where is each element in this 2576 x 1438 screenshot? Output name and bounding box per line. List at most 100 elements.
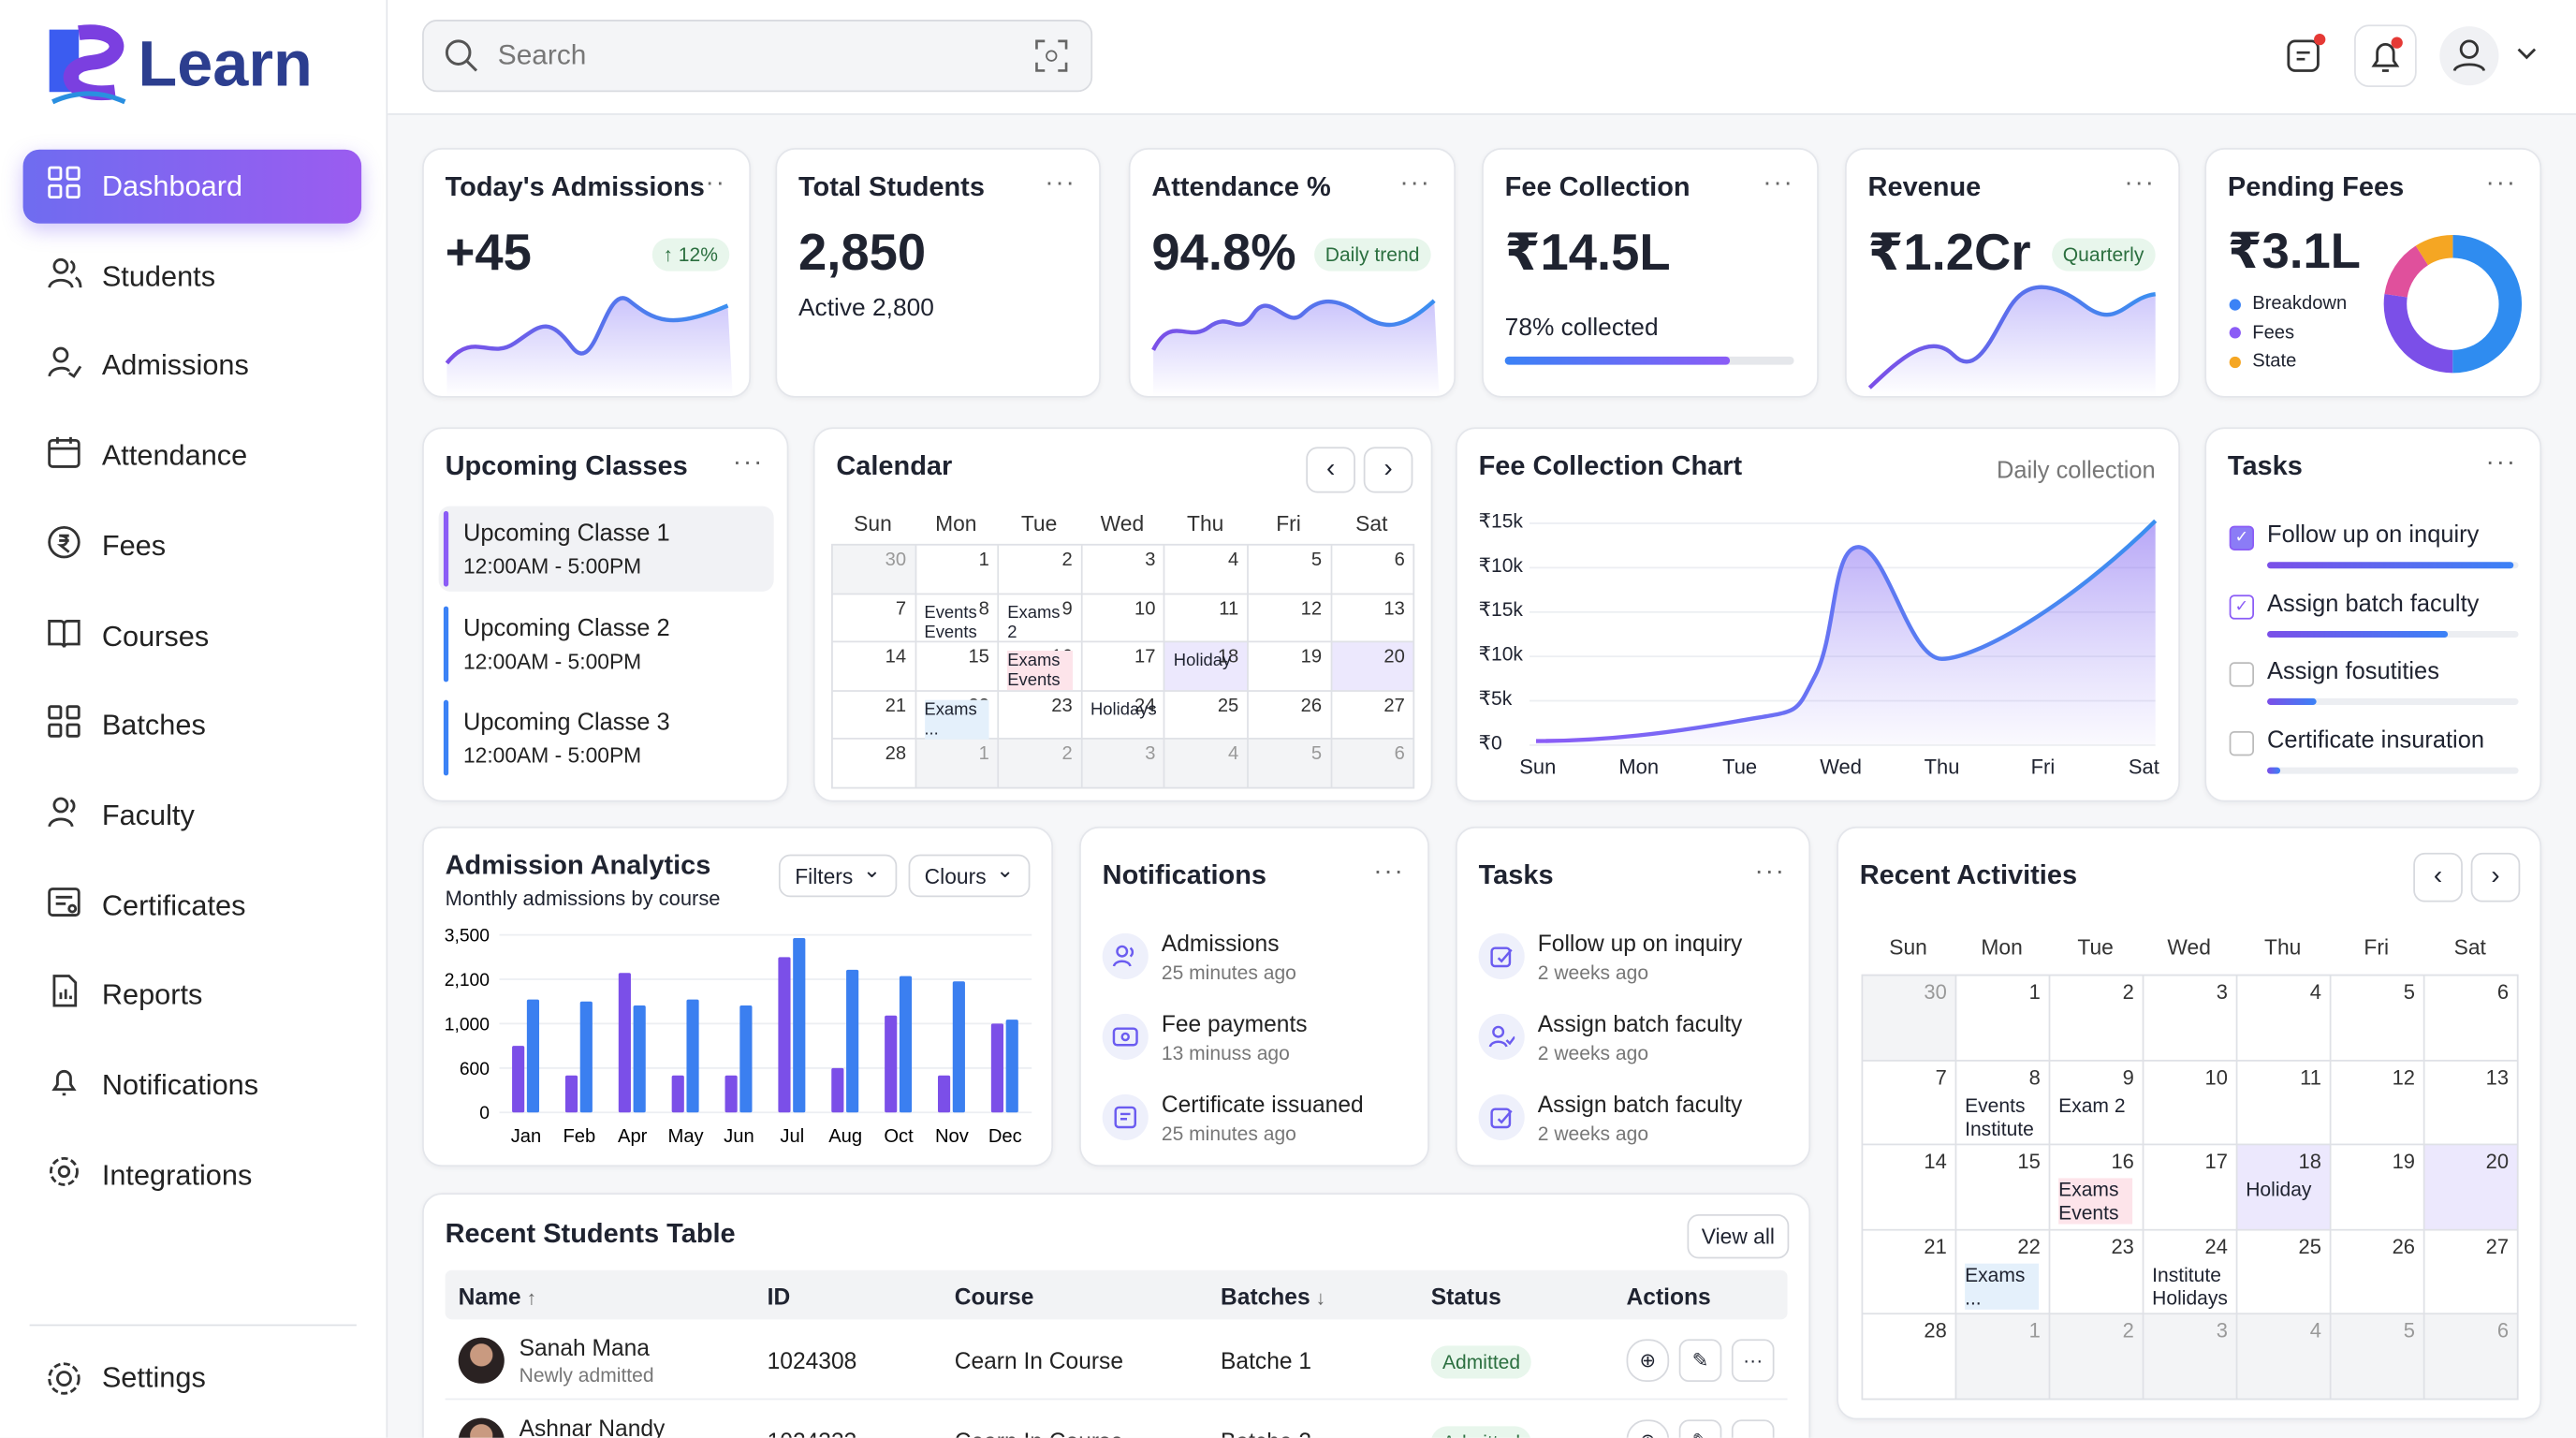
action-button[interactable]: ···	[1731, 1419, 1775, 1438]
class-item[interactable]: Upcoming Classe 3 12:00AM - 5:00PM	[439, 695, 774, 780]
nav-item[interactable]: Attendance	[23, 419, 362, 493]
calendar-day[interactable]: 20	[2424, 1145, 2517, 1229]
calendar-day[interactable]: 1	[1956, 976, 2049, 1060]
more-button[interactable]: ···	[2485, 169, 2517, 198]
calendar-day[interactable]: 2	[999, 740, 1081, 787]
calendar-day[interactable]: 4	[2237, 1314, 2330, 1399]
checkbox[interactable]: ✓	[2229, 594, 2254, 619]
checkbox[interactable]	[2229, 662, 2254, 687]
calendar-day[interactable]: 22Exams ...	[915, 691, 998, 740]
calendar-day[interactable]: 2	[2050, 1314, 2143, 1399]
nav-item[interactable]: Admissions	[23, 330, 362, 404]
nav-item[interactable]: Reports	[23, 959, 362, 1033]
calendar-day[interactable]: 18 Holiday	[2237, 1145, 2330, 1229]
nav-item[interactable]: Batches	[23, 689, 362, 763]
profile-button[interactable]	[2439, 26, 2499, 86]
calendar-day[interactable]: 3	[1082, 545, 1164, 593]
settings-link[interactable]: Settings	[23, 1341, 362, 1415]
calendar-day[interactable]: 6	[2424, 1314, 2517, 1399]
checkbox[interactable]: ✓	[2229, 525, 2254, 550]
calendar-day[interactable]: 5	[2331, 976, 2423, 1060]
calendar-day[interactable]: 10	[1082, 594, 1164, 641]
checkbox[interactable]	[2229, 730, 2254, 756]
messages-button[interactable]	[2284, 33, 2327, 79]
calendar-day[interactable]: 3	[1082, 740, 1164, 787]
more-button[interactable]: ···	[1045, 169, 1076, 198]
nav-item[interactable]: Certificates	[23, 869, 362, 943]
calendar-day[interactable]: 21	[1863, 1230, 1955, 1313]
calendar-day[interactable]: 11	[2237, 1061, 2330, 1144]
calendar-nav[interactable]: ›	[1363, 447, 1413, 493]
calendar-day[interactable]: 5	[2331, 1314, 2423, 1399]
calendar-day[interactable]: 1	[915, 545, 998, 593]
filter-dropdown[interactable]: Clours ⌄	[908, 854, 1031, 898]
calendar-day[interactable]: 5	[1248, 545, 1330, 593]
calendar-day[interactable]: 6	[1331, 545, 1413, 593]
calendar-day[interactable]: 25	[1165, 691, 1248, 739]
action-button[interactable]: ✎	[1678, 1419, 1722, 1438]
calendar-day[interactable]: 2	[999, 545, 1081, 593]
calendar-day[interactable]: 4	[1165, 545, 1248, 593]
nav-item[interactable]: Notifications	[23, 1049, 362, 1123]
calendar-day[interactable]: 14	[1863, 1145, 1955, 1229]
calendar-day[interactable]: 2	[2050, 976, 2143, 1060]
nav-item[interactable]: Faculty	[23, 779, 362, 853]
calendar-day[interactable]: 19	[1248, 642, 1330, 690]
column-header[interactable]: Batches ↓	[1221, 1284, 1325, 1310]
calendar-day[interactable]: 10	[2144, 1061, 2236, 1144]
calendar-day[interactable]: 17	[2144, 1145, 2236, 1229]
calendar-nav[interactable]: ‹	[1306, 447, 1355, 493]
search-box[interactable]: Search	[422, 20, 1093, 93]
more-button[interactable]: ···	[1399, 169, 1431, 198]
calendar-day[interactable]: 20	[1331, 642, 1413, 690]
nav-item[interactable]: Dashboard	[22, 149, 362, 224]
calendar-day[interactable]: 3	[2144, 1314, 2236, 1399]
calendar-day[interactable]: 1	[915, 740, 998, 787]
calendar-day[interactable]: 6	[1331, 740, 1413, 787]
filter-dropdown[interactable]: Filters ⌄	[778, 854, 898, 898]
calendar-day[interactable]: 18 Holiday	[1165, 642, 1248, 690]
more-button[interactable]: ···	[732, 448, 765, 477]
calendar-day[interactable]: 26	[1248, 691, 1330, 739]
more-button[interactable]: ···	[1754, 858, 1786, 886]
calendar-day[interactable]: 8 Events Events	[915, 594, 998, 642]
calendar-day[interactable]: 9 Exam 2	[2050, 1061, 2143, 1144]
calendar-day[interactable]: 25	[2237, 1230, 2330, 1313]
more-button[interactable]: ···	[1373, 858, 1405, 886]
class-item[interactable]: Upcoming Classe 2 12:00AM - 5:00PM	[439, 600, 774, 685]
calendar-day[interactable]: 6	[2424, 976, 2517, 1060]
calendar-day[interactable]: 7	[832, 594, 915, 641]
calendar-day[interactable]: 28	[832, 740, 915, 787]
calendar-day[interactable]: 19	[2331, 1145, 2423, 1229]
calendar-day[interactable]: 9 Exams 2	[999, 594, 1081, 642]
calendar-nav[interactable]: ›	[2470, 852, 2521, 902]
calendar-day[interactable]: 21	[832, 691, 915, 739]
calendar-day[interactable]: 23	[2050, 1230, 2143, 1313]
column-header[interactable]: Name ↑	[459, 1284, 536, 1310]
calendar-day[interactable]: 4	[2237, 976, 2330, 1060]
more-button[interactable]: ···	[1763, 169, 1794, 198]
action-button[interactable]: ···	[1731, 1339, 1775, 1383]
calendar-day[interactable]: 28	[1863, 1314, 1955, 1399]
calendar-day[interactable]: 17	[1082, 642, 1164, 690]
calendar-day[interactable]: 15	[1956, 1145, 2049, 1229]
calendar-day[interactable]: 23	[999, 691, 1081, 739]
calendar-day[interactable]: 26	[2331, 1230, 2423, 1313]
action-button[interactable]: ✎	[1678, 1339, 1722, 1383]
bell-button[interactable]	[2354, 24, 2417, 88]
calendar-day[interactable]: 3	[2144, 976, 2236, 1060]
more-button[interactable]: ···	[2124, 169, 2156, 198]
action-button[interactable]: ⊕	[1626, 1419, 1670, 1438]
calendar-day[interactable]: 30	[1863, 976, 1955, 1060]
calendar-day[interactable]: 24 Holidays	[1082, 691, 1164, 739]
class-item[interactable]: Upcoming Classe 1 12:00AM - 5:00PM	[438, 506, 774, 592]
calendar-day[interactable]: 24 Institute Holidays	[2144, 1230, 2236, 1313]
view-all-button[interactable]: View all	[1687, 1214, 1790, 1259]
calendar-day[interactable]: 7	[1863, 1061, 1955, 1144]
nav-item[interactable]: Fees	[23, 509, 362, 583]
calendar-day[interactable]: 11	[1165, 594, 1248, 641]
calendar-day[interactable]: 27	[2424, 1230, 2517, 1313]
calendar-day[interactable]: 12	[2331, 1061, 2423, 1144]
